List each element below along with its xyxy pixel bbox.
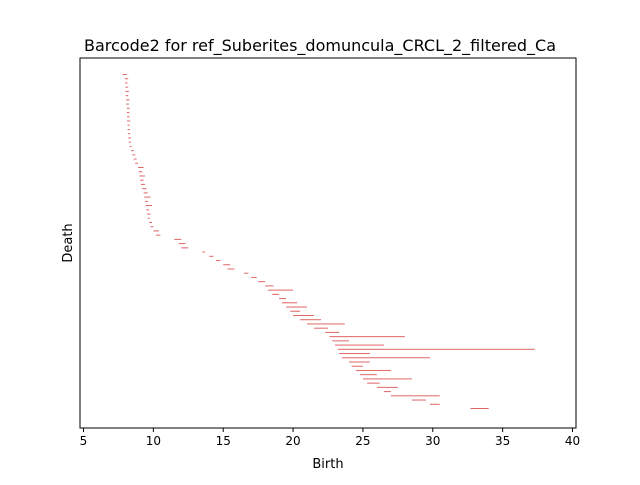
barcode-bar bbox=[362, 378, 412, 380]
barcode-bar bbox=[126, 99, 130, 101]
barcode-bar bbox=[174, 238, 182, 240]
barcode-bar bbox=[125, 86, 129, 88]
barcode-bar bbox=[129, 145, 132, 147]
barcode-bar bbox=[149, 221, 152, 223]
barcode-bar bbox=[390, 395, 440, 397]
barcode-bar bbox=[209, 255, 214, 257]
barcode-bar bbox=[128, 137, 131, 139]
barcode-bar bbox=[265, 285, 274, 287]
barcode-bar bbox=[383, 391, 391, 393]
barcode-bar bbox=[227, 268, 235, 270]
barcode-bar bbox=[223, 264, 231, 266]
barcode-bar bbox=[144, 196, 151, 198]
barcode-bar bbox=[367, 382, 380, 384]
x-axis-ticks: 5 10 15 20 25 30 35 40 bbox=[80, 428, 580, 448]
barcode-bar bbox=[325, 331, 340, 333]
barcode-bar bbox=[156, 234, 161, 236]
barcode-bar bbox=[126, 103, 129, 105]
barcode-bar bbox=[411, 399, 426, 401]
x-tick-label: 5 bbox=[80, 434, 88, 448]
barcode-bar bbox=[125, 90, 129, 92]
x-tick-label: 40 bbox=[565, 434, 580, 448]
barcode-bar bbox=[133, 158, 137, 160]
barcode-bar bbox=[127, 120, 131, 122]
barcode-bar bbox=[272, 293, 280, 295]
barcode-bar bbox=[329, 336, 405, 338]
barcode-bar bbox=[147, 217, 150, 219]
barcode-bar bbox=[286, 306, 308, 308]
barcode-bar bbox=[258, 281, 266, 283]
barcode-bar bbox=[429, 403, 440, 405]
barcode-bar bbox=[348, 361, 370, 363]
barcode-bar bbox=[139, 175, 145, 177]
barcode-bar bbox=[131, 150, 134, 152]
barcode-bar bbox=[267, 289, 294, 291]
barcode-bar bbox=[293, 314, 315, 316]
barcode-bar bbox=[122, 74, 127, 75]
plot-area-frame bbox=[79, 57, 577, 429]
barcode-bar bbox=[140, 179, 144, 181]
x-tick-label: 15 bbox=[216, 434, 231, 448]
barcode-bar bbox=[124, 78, 129, 80]
barcode-bar bbox=[147, 213, 151, 215]
barcode-bar bbox=[127, 116, 130, 118]
barcode-bar bbox=[314, 327, 328, 329]
barcode-bar bbox=[146, 209, 150, 211]
barcode-bar bbox=[337, 348, 535, 350]
barcode-bar bbox=[178, 243, 186, 245]
barcode-bar bbox=[360, 374, 377, 376]
barcode-bar bbox=[126, 112, 130, 114]
barcode-bar bbox=[138, 171, 143, 173]
barcode-bar bbox=[290, 310, 301, 312]
barcode-bar bbox=[332, 340, 349, 342]
bars-layer bbox=[122, 74, 535, 409]
barcode-bar bbox=[339, 353, 370, 355]
barcode-bar bbox=[470, 408, 489, 409]
barcode-bar bbox=[153, 230, 159, 232]
barcode-bar bbox=[334, 344, 384, 346]
barcode-bar bbox=[128, 133, 131, 135]
barcode-bar bbox=[216, 260, 221, 262]
x-tick-label: 35 bbox=[495, 434, 510, 448]
barcode-bar bbox=[126, 107, 130, 109]
barcode-bar bbox=[351, 365, 363, 367]
barcode-bar bbox=[135, 162, 138, 164]
x-tick-label: 25 bbox=[355, 434, 370, 448]
barcode-bar bbox=[181, 247, 189, 249]
y-axis-label: Death bbox=[61, 223, 76, 262]
barcode-bar bbox=[251, 276, 257, 278]
barcode-bar bbox=[144, 200, 148, 202]
barcode-bar bbox=[202, 251, 206, 253]
x-tick-label: 30 bbox=[425, 434, 440, 448]
barcode-bar bbox=[125, 95, 129, 97]
barcode-bar bbox=[376, 386, 398, 388]
x-tick-label: 10 bbox=[146, 434, 161, 448]
barcode-bar bbox=[307, 323, 345, 325]
barcode-bar bbox=[142, 188, 147, 190]
x-tick-label: 20 bbox=[285, 434, 300, 448]
barcode-bar bbox=[355, 369, 391, 371]
barcode-bar bbox=[341, 357, 430, 359]
barcode-bar bbox=[279, 298, 287, 300]
barcode-bar bbox=[145, 205, 152, 207]
barcode-bar bbox=[128, 141, 131, 143]
barcode-bar bbox=[124, 82, 128, 84]
barcode-bar bbox=[281, 302, 298, 304]
barcode-bar bbox=[143, 192, 148, 194]
chart-title: Barcode2 for ref_Suberites_domuncula_CRC… bbox=[84, 36, 556, 56]
barcode-bar bbox=[137, 167, 144, 169]
barcode-bar bbox=[244, 272, 249, 274]
barcode-bar bbox=[127, 128, 130, 130]
barcode-bar bbox=[127, 124, 130, 126]
x-axis-label: Birth bbox=[312, 457, 343, 472]
barcode-bar bbox=[140, 183, 145, 185]
barcode-bar bbox=[132, 154, 136, 156]
barcode-bar bbox=[150, 226, 154, 228]
barcode-bar bbox=[300, 319, 322, 321]
